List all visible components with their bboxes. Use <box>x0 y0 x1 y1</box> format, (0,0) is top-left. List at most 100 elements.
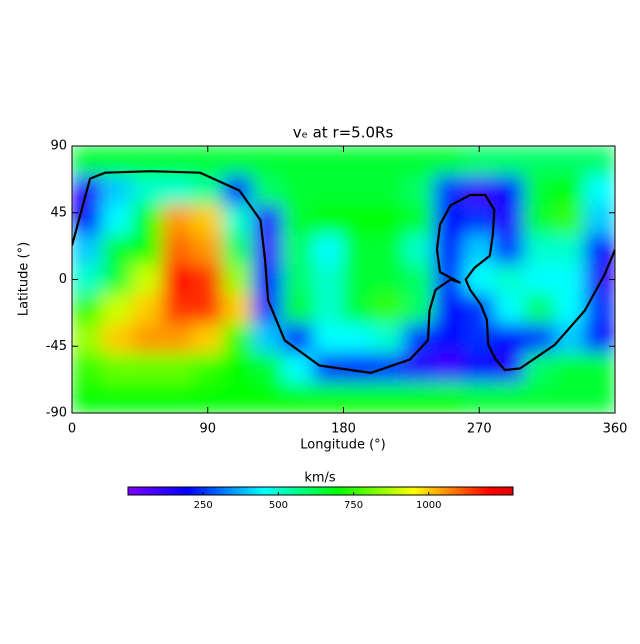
heatmap-cell <box>493 146 525 177</box>
heatmap-cell <box>312 146 344 177</box>
heatmap-cell <box>312 264 344 295</box>
heatmap-cell <box>131 293 163 325</box>
heatmap-cell <box>282 293 314 325</box>
heatmap-cell <box>524 234 556 266</box>
heatmap-cell <box>373 293 405 325</box>
heatmap-cell <box>343 175 375 206</box>
heatmap-cell <box>554 264 586 295</box>
heatmap-cell <box>282 264 314 295</box>
heatmap-cell <box>101 293 133 325</box>
heatmap-cell <box>131 382 163 413</box>
heatmap-cell <box>101 204 133 236</box>
heatmap-cell <box>463 204 495 236</box>
heatmap-cell <box>72 353 103 384</box>
heatmap-cell <box>162 204 194 236</box>
contour-line <box>72 170 615 374</box>
heatmap-cell <box>403 264 435 295</box>
heatmap-cell <box>373 323 405 355</box>
heatmap-cell <box>131 264 163 295</box>
heatmap-cell <box>343 146 375 177</box>
heatmap-cell <box>403 146 435 177</box>
chart-title: vₑ at r=5.0Rs <box>293 124 394 142</box>
heatmap-cell <box>131 353 163 384</box>
heatmap-cell <box>252 146 284 177</box>
colorbar-tick-label: 500 <box>269 500 288 511</box>
heatmap-cell <box>584 204 615 236</box>
heatmap-cell <box>493 234 525 266</box>
heatmap-cell <box>493 175 525 206</box>
x-tick-label: 270 <box>467 422 492 437</box>
heatmap-cell <box>524 204 556 236</box>
heatmap-cell <box>312 234 344 266</box>
heatmap-cell <box>222 382 254 413</box>
heatmap-cell <box>101 175 133 206</box>
heatmap-cell <box>373 204 405 236</box>
heatmap-cell <box>162 382 194 413</box>
heatmap-cell <box>403 382 435 413</box>
overlay: 0 90 180 270 360 -90 -45 0 45 90 250 500 750 1000 <box>46 139 628 512</box>
heatmap-cell <box>343 323 375 355</box>
heatmap-cell <box>222 264 254 295</box>
heatmap-cell <box>343 204 375 236</box>
heatmap-cell <box>252 382 284 413</box>
heatmap-cell <box>192 234 224 266</box>
heatmap-cell <box>222 353 254 384</box>
heatmap-cell <box>343 353 375 384</box>
x-tick-label: 180 <box>331 422 356 437</box>
heatmap-cell <box>101 382 133 413</box>
heatmap-cell <box>554 175 586 206</box>
heatmap-cell <box>403 234 435 266</box>
heatmap-cell <box>584 293 615 325</box>
heatmap-cell <box>343 264 375 295</box>
heatmap-cell <box>493 323 525 355</box>
heatmap-cell <box>101 234 133 266</box>
heatmap-cell <box>282 234 314 266</box>
heatmap-cell <box>131 323 163 355</box>
heatmap-cell <box>282 146 314 177</box>
y-tick-label: 90 <box>50 139 67 154</box>
heatmap-cell <box>101 323 133 355</box>
heatmap-cell <box>493 382 525 413</box>
heatmap-cell <box>131 204 163 236</box>
x-tick-label: 90 <box>199 422 216 437</box>
colorbar-tick-label: 1000 <box>416 500 441 511</box>
heatmap-cell <box>524 175 556 206</box>
y-tick-label: 0 <box>59 272 67 287</box>
heatmap-cell <box>403 353 435 384</box>
heatmap-cell <box>72 382 103 413</box>
heatmap-cell <box>131 175 163 206</box>
heatmap-cell <box>222 323 254 355</box>
heatmap-cell <box>524 353 556 384</box>
heatmap-cell <box>101 264 133 295</box>
heatmap-cell <box>373 264 405 295</box>
heatmap-cell <box>162 175 194 206</box>
heatmap-cell <box>72 293 103 325</box>
heatmap-cell <box>252 204 284 236</box>
heatmap-cell <box>463 264 495 295</box>
heatmap-cell <box>524 382 556 413</box>
heatmap-cell <box>222 204 254 236</box>
heatmap-cell <box>343 234 375 266</box>
heatmap-cell <box>162 323 194 355</box>
colorbar-label: km/s <box>304 471 336 486</box>
x-axis-label: Longitude (°) <box>300 438 385 453</box>
heatmap-cell <box>373 146 405 177</box>
x-tick-label: 0 <box>68 422 76 437</box>
colorbar-tick-label: 750 <box>344 500 363 511</box>
heatmap-cell <box>554 234 586 266</box>
heatmap-cell <box>72 234 103 266</box>
heatmap-cell <box>222 234 254 266</box>
heatmap-cell <box>584 175 615 206</box>
heatmap-cell <box>584 382 615 413</box>
heatmap-cell <box>282 382 314 413</box>
heatmap-cell <box>403 204 435 236</box>
heatmap-cell <box>162 264 194 295</box>
heatmap-cell <box>524 146 556 177</box>
heatmap-cell <box>252 353 284 384</box>
heatmap-cell <box>554 146 586 177</box>
heatmap-cell <box>554 204 586 236</box>
heatmap-cell <box>343 382 375 413</box>
heatmap-cell <box>282 175 314 206</box>
heatmap-cell <box>463 353 495 384</box>
